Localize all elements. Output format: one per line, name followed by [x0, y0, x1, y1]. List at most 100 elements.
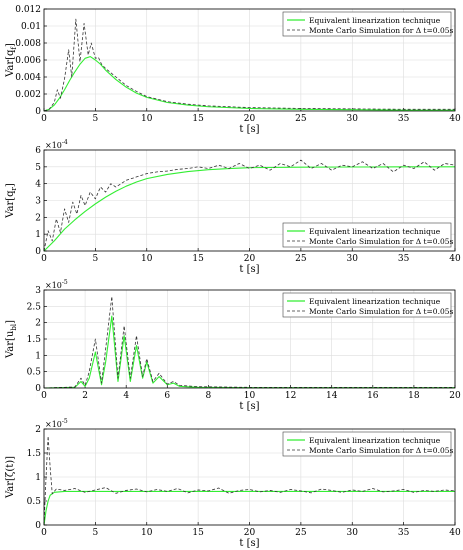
- x-tick-label: 40: [449, 528, 461, 538]
- y-tick-label: 2: [35, 319, 41, 329]
- y-tick-label: 1: [35, 351, 41, 361]
- y-tick-label: 0: [35, 384, 41, 394]
- x-tick-label: 0: [41, 528, 47, 538]
- x-tick-label: 25: [295, 114, 307, 124]
- y-tick-label: 1: [35, 230, 41, 240]
- series-monte-carlo: [43, 296, 455, 389]
- x-tick-label: 35: [398, 528, 410, 538]
- x-tick-label: 15: [192, 114, 204, 124]
- y-axis-label: Var[ζ(t)]: [5, 456, 16, 499]
- legend-entry: Monte Carlo Simulation for Δ t=0.05s: [309, 446, 454, 455]
- x-tick-label: 25: [295, 528, 307, 538]
- x-tick-label: 20: [449, 391, 461, 401]
- x-tick-label: 15: [192, 254, 204, 264]
- x-tick-label: 30: [347, 528, 359, 538]
- y-exponent-label: ×10-4: [45, 139, 68, 150]
- x-tick-label: 10: [244, 391, 256, 401]
- y-tick-label: 0.5: [27, 368, 42, 378]
- x-tick-label: 20: [244, 528, 256, 538]
- y-tick-label: 3: [35, 286, 41, 296]
- x-tick-label: 6: [164, 391, 170, 401]
- y-tick-label: 0.002: [15, 90, 41, 100]
- axes-frame: [43, 289, 456, 389]
- y-tick-label: 0.01: [21, 22, 41, 32]
- chart-panel-1: 0 5 10 15 20 25 30 35 40 0 0.002 0.004 0.006 0.008 0.0…: [5, 5, 461, 135]
- x-tick-label: 40: [449, 114, 461, 124]
- x-tick-label: 35: [398, 254, 410, 264]
- x-axis-label: t [s]: [239, 124, 259, 135]
- x-tick-label: 25: [295, 254, 307, 264]
- axes-frame: [43, 8, 456, 112]
- legend-box: [282, 222, 452, 248]
- x-axis-label: t [s]: [239, 264, 259, 275]
- y-tick-label: 5: [35, 163, 41, 173]
- y-tick-label: 4: [35, 180, 41, 190]
- y-tick-label: 1.5: [27, 449, 42, 459]
- series-equivalent-linearization: [43, 490, 455, 526]
- y-exponent-label: ×10-5: [45, 418, 68, 429]
- legend-entry: Monte Carlo Simulation for Δ t=0.05s: [309, 26, 454, 35]
- x-tick-label: 0: [41, 254, 47, 264]
- y-tick-label: 0.008: [15, 39, 41, 49]
- y-tick-label: 1.5: [27, 335, 42, 345]
- x-tick-label: 18: [408, 391, 420, 401]
- y-axis-label: Var[ubl]: [5, 320, 18, 359]
- x-tick-label: 5: [93, 114, 99, 124]
- chart-panel-3: 0 2 4 6 8 10 12 14 16 18 20 0 0.5 1 1.5 2 2.5 3 ×10-5 t [s]…: [5, 279, 461, 412]
- y-tick-label: 3: [35, 197, 41, 207]
- x-tick-label: 20: [244, 114, 256, 124]
- x-tick-label: 15: [192, 528, 204, 538]
- x-tick-label: 30: [347, 114, 359, 124]
- x-tick-label: 0: [41, 391, 47, 401]
- x-tick-label: 10: [141, 114, 153, 124]
- series-equivalent-linearization: [43, 315, 455, 389]
- legend-entry: Equivalent linearization technique: [309, 16, 441, 25]
- y-tick-label: 6: [35, 146, 41, 156]
- x-tick-label: 10: [141, 254, 153, 264]
- x-tick-label: 0: [41, 114, 47, 124]
- y-tick-label: 2.5: [27, 302, 42, 312]
- x-tick-label: 14: [326, 391, 338, 401]
- x-tick-label: 8: [206, 391, 212, 401]
- x-tick-label: 12: [285, 391, 296, 401]
- x-axis-label: t [s]: [239, 538, 259, 549]
- legend: Equivalent linearization techniqueMonte …: [282, 222, 454, 248]
- x-tick-label: 2: [82, 391, 88, 401]
- legend-box: [282, 431, 452, 457]
- y-tick-label: 0: [35, 107, 41, 117]
- y-tick-label: 0: [35, 247, 41, 257]
- axes-frame: [43, 149, 456, 252]
- y-tick-label: 2: [35, 213, 41, 223]
- legend-entry: Monte Carlo Simulation for Δ t=0.05s: [309, 237, 454, 246]
- legend-entry: Equivalent linearization technique: [309, 297, 441, 306]
- legend-entry: Equivalent linearization technique: [309, 227, 441, 236]
- x-tick-label: 16: [367, 391, 379, 401]
- y-tick-label: 2: [35, 425, 41, 435]
- x-tick-label: 30: [347, 254, 359, 264]
- legend: Equivalent linearization techniqueMonte …: [282, 431, 454, 457]
- x-tick-label: 40: [449, 254, 461, 264]
- legend: Equivalent linearization techniqueMonte …: [282, 292, 454, 318]
- y-axis-label: Var[qf]: [5, 43, 18, 78]
- legend-box: [282, 292, 452, 318]
- y-exponent-label: ×10-5: [45, 279, 68, 290]
- y-tick-label: 0.012: [15, 5, 41, 15]
- x-tick-label: 5: [93, 254, 99, 264]
- chart-panel-2: 0 5 10 15 20 25 30 35 40 0 1 2 3 4 5 6 ×10-4 t [s] Var[qr]…: [5, 139, 461, 275]
- axes-frame: [43, 428, 456, 526]
- y-tick-label: 0.004: [15, 73, 41, 83]
- x-tick-label: 35: [398, 114, 410, 124]
- legend-entry: Monte Carlo Simulation for Δ t=0.05s: [309, 307, 454, 316]
- x-axis-label: t [s]: [239, 401, 259, 412]
- x-tick-label: 5: [93, 528, 99, 538]
- y-tick-label: 0.006: [15, 56, 41, 66]
- legend: Equivalent linearization techniqueMonte …: [282, 11, 454, 37]
- y-axis-label: Var[qr]: [5, 183, 18, 219]
- series-monte-carlo: [43, 159, 456, 252]
- legend-box: [282, 11, 452, 37]
- y-tick-label: 0.5: [27, 497, 42, 507]
- x-tick-label: 20: [244, 254, 256, 264]
- series-equivalent-linearization: [43, 166, 455, 252]
- y-tick-label: 0: [35, 521, 41, 531]
